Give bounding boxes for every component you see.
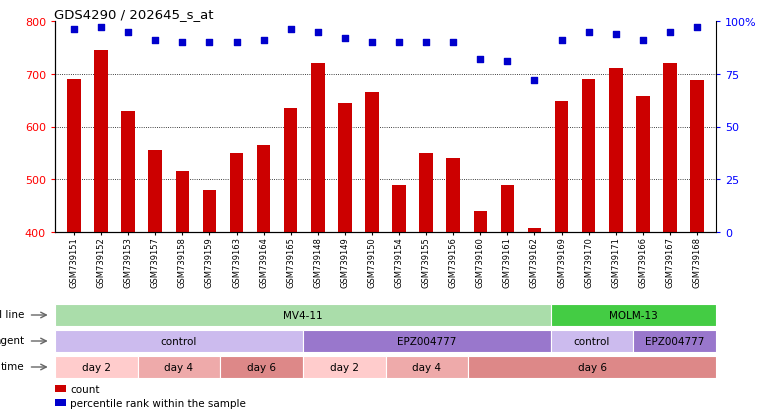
Bar <box>55 331 303 352</box>
Text: MOLM-13: MOLM-13 <box>609 310 658 320</box>
Bar <box>138 356 220 377</box>
Bar <box>55 305 551 326</box>
Text: percentile rank within the sample: percentile rank within the sample <box>70 398 246 408</box>
Bar <box>202 190 216 233</box>
Bar <box>176 172 189 233</box>
Bar <box>636 97 650 233</box>
Text: agent: agent <box>0 335 25 345</box>
Bar <box>386 356 468 377</box>
Text: day 2: day 2 <box>330 362 358 372</box>
Point <box>366 40 378 46</box>
Text: day 6: day 6 <box>578 362 607 372</box>
Bar <box>220 356 303 377</box>
Point <box>257 38 269 44</box>
Point <box>420 40 432 46</box>
Point <box>610 31 622 38</box>
Bar <box>230 154 244 233</box>
Text: GDS4290 / 202645_s_at: GDS4290 / 202645_s_at <box>54 8 214 21</box>
Bar <box>55 356 138 377</box>
Bar <box>419 154 433 233</box>
Bar <box>311 64 324 233</box>
Point <box>177 40 189 46</box>
Point <box>691 25 703 31</box>
Bar <box>121 112 135 233</box>
Point <box>474 57 486 63</box>
Bar <box>582 80 595 233</box>
Text: EPZ004777: EPZ004777 <box>645 336 705 346</box>
Point <box>203 40 215 46</box>
Text: day 2: day 2 <box>82 362 111 372</box>
Point <box>95 25 107 31</box>
Point <box>231 40 243 46</box>
Bar <box>365 93 379 233</box>
Point <box>637 38 649 44</box>
Bar <box>555 102 568 233</box>
Text: day 4: day 4 <box>164 362 193 372</box>
Text: day 6: day 6 <box>247 362 276 372</box>
Bar <box>447 159 460 233</box>
Point <box>312 29 324 36</box>
Point <box>583 29 595 36</box>
Bar <box>609 69 622 233</box>
Bar <box>663 64 677 233</box>
Text: cell line: cell line <box>0 309 25 319</box>
Point <box>339 36 351 42</box>
Point <box>528 78 540 84</box>
Bar <box>256 146 270 233</box>
Point <box>501 59 514 65</box>
Bar <box>501 185 514 233</box>
Bar <box>67 80 81 233</box>
Point <box>285 27 297 34</box>
Text: control: control <box>574 336 610 346</box>
Bar <box>551 331 633 352</box>
Bar <box>303 331 551 352</box>
Text: control: control <box>161 336 197 346</box>
Point <box>556 38 568 44</box>
Point <box>447 40 460 46</box>
Bar <box>551 305 716 326</box>
Bar <box>473 211 487 233</box>
Bar <box>338 104 352 233</box>
Bar <box>55 385 66 392</box>
Bar <box>527 228 541 233</box>
Point <box>122 29 134 36</box>
Text: EPZ004777: EPZ004777 <box>397 336 457 346</box>
Bar <box>392 185 406 233</box>
Text: count: count <box>70 384 100 394</box>
Text: time: time <box>1 361 25 371</box>
Bar <box>148 151 162 233</box>
Text: MV4-11: MV4-11 <box>283 310 323 320</box>
Point <box>149 38 161 44</box>
Bar <box>94 51 108 233</box>
Bar <box>284 109 298 233</box>
Point <box>393 40 405 46</box>
Bar <box>303 356 386 377</box>
Text: day 4: day 4 <box>412 362 441 372</box>
Point <box>664 29 676 36</box>
Bar <box>55 399 66 406</box>
Bar <box>468 356 716 377</box>
Point <box>68 27 80 34</box>
Bar <box>633 331 716 352</box>
Bar <box>690 81 704 233</box>
